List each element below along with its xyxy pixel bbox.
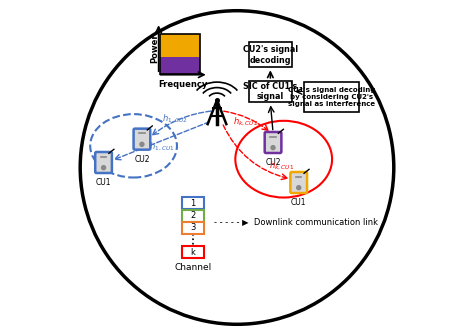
Text: CU1's signal decoding
by considering CU2's
signal as interference: CU1's signal decoding by considering CU2… <box>288 87 375 108</box>
FancyBboxPatch shape <box>95 152 112 173</box>
Text: CU1: CU1 <box>291 198 307 207</box>
FancyBboxPatch shape <box>134 129 150 150</box>
Text: CU2: CU2 <box>265 158 281 167</box>
Text: k: k <box>191 248 195 257</box>
Circle shape <box>297 186 301 190</box>
Bar <box>249 43 292 67</box>
Bar <box>249 81 292 103</box>
Bar <box>182 209 204 221</box>
Text: CU1: CU1 <box>96 178 111 187</box>
Bar <box>182 221 204 233</box>
Bar <box>304 82 359 113</box>
Text: Channel: Channel <box>174 263 211 272</box>
Text: 2: 2 <box>190 211 195 220</box>
Text: - - - - - ▶  Downlink communication link: - - - - - ▶ Downlink communication link <box>214 217 378 226</box>
Text: Power: Power <box>150 34 159 63</box>
Text: Frequency: Frequency <box>158 80 208 89</box>
Text: $h_{1,CU2}$: $h_{1,CU2}$ <box>163 112 188 125</box>
Bar <box>160 34 201 74</box>
Circle shape <box>271 146 275 150</box>
Text: CU2's signal
decoding: CU2's signal decoding <box>243 45 298 65</box>
Bar <box>160 57 201 74</box>
Text: SIC of CU1's
signal: SIC of CU1's signal <box>243 82 298 101</box>
Text: $h_{k,CU1}$: $h_{k,CU1}$ <box>269 160 295 172</box>
Text: 1: 1 <box>190 199 195 208</box>
Text: 3: 3 <box>190 223 195 232</box>
Circle shape <box>101 166 106 170</box>
FancyBboxPatch shape <box>291 172 307 193</box>
Text: CU2: CU2 <box>134 155 150 164</box>
FancyBboxPatch shape <box>264 132 282 153</box>
Text: $h_{1,CU1}$: $h_{1,CU1}$ <box>149 141 175 153</box>
Bar <box>160 34 201 57</box>
Bar <box>182 246 204 258</box>
Circle shape <box>140 142 144 146</box>
Text: $h_{k,CU2}$: $h_{k,CU2}$ <box>233 116 258 128</box>
Bar <box>182 197 204 209</box>
